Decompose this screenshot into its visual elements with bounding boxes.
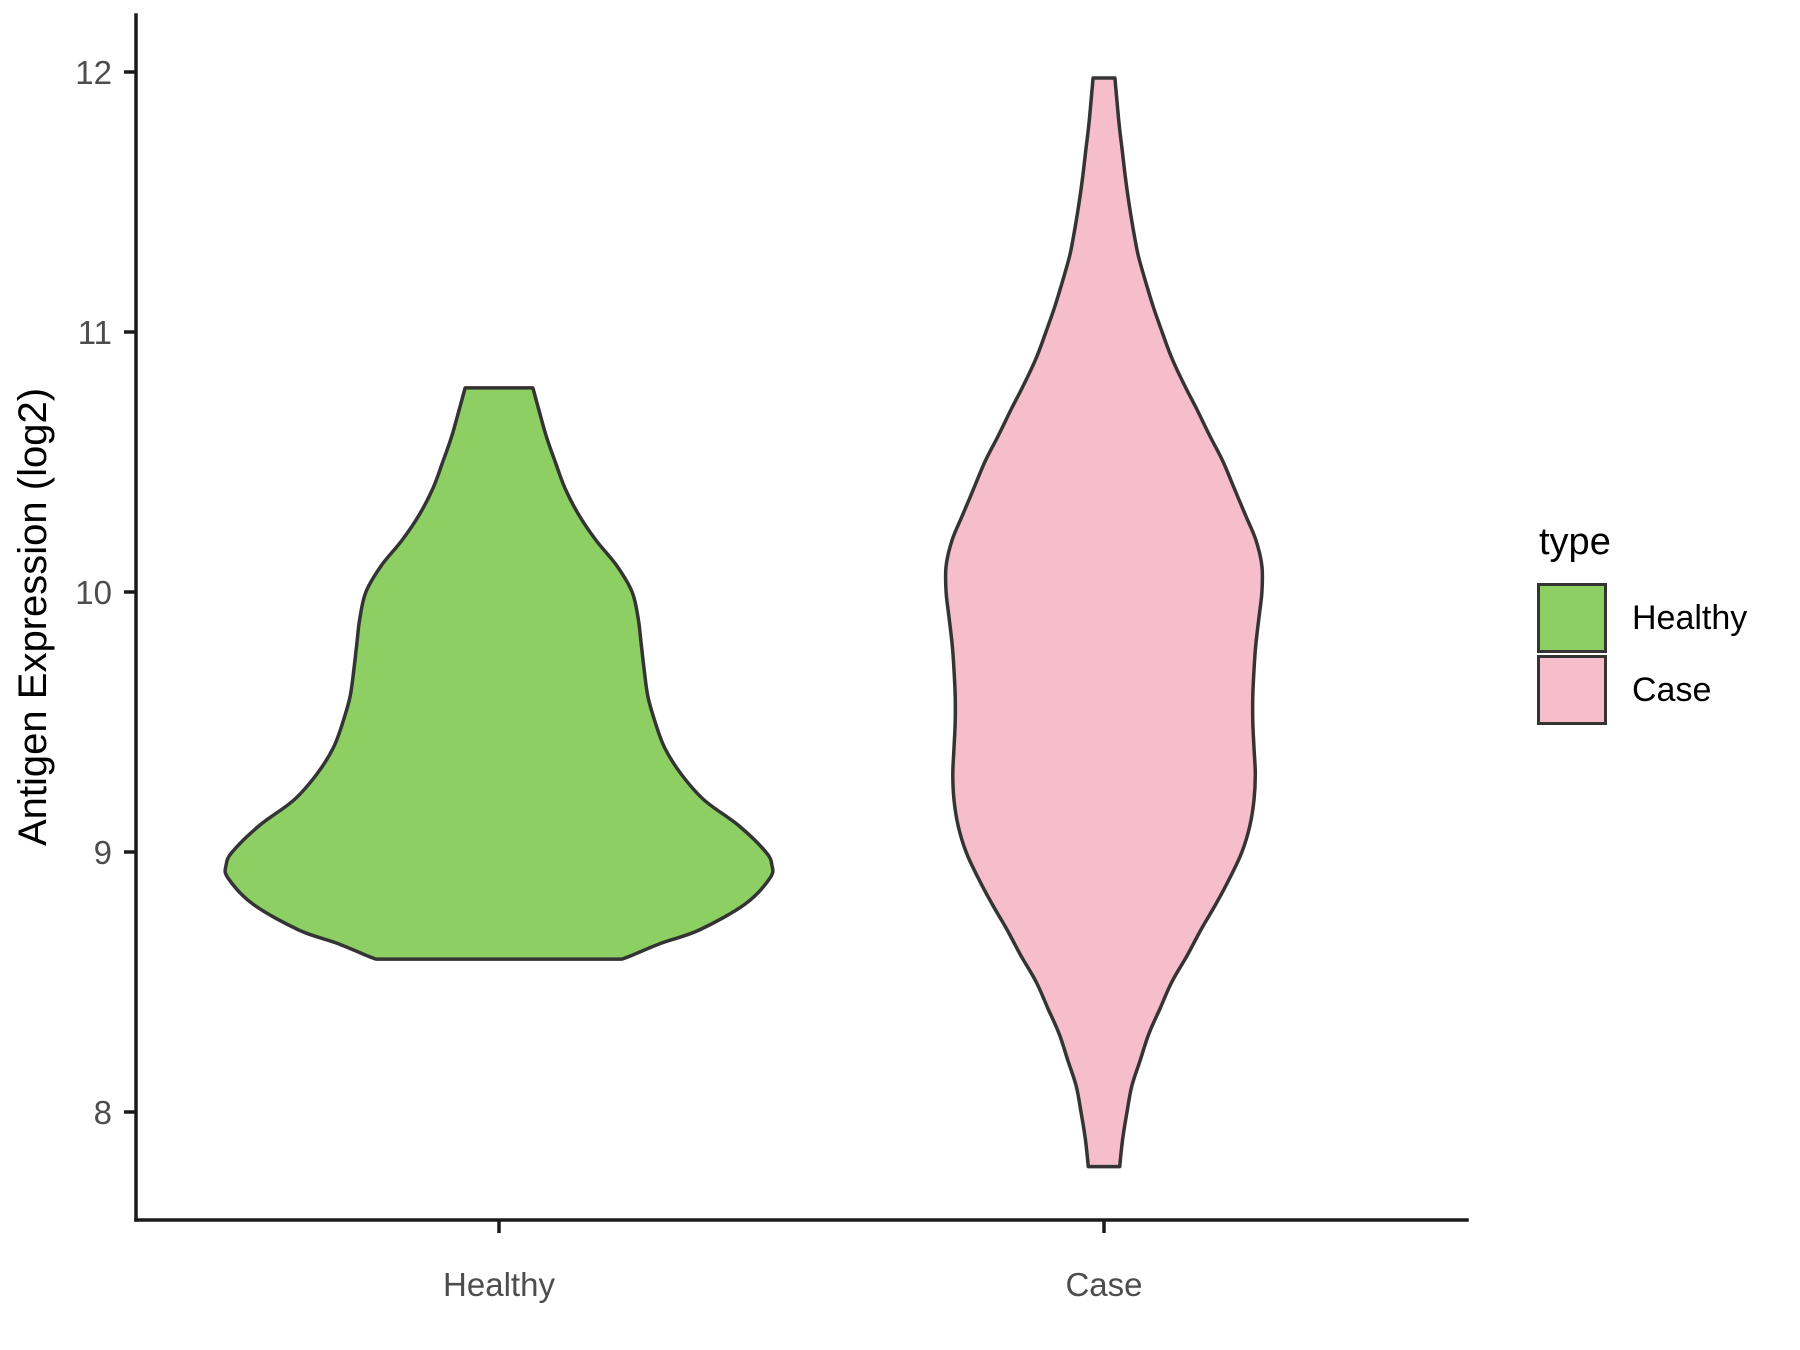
y-tick-label: 9 [94, 834, 112, 871]
legend-item-healthy: Healthy [1537, 582, 1747, 654]
legend: type Healthy Case [1537, 521, 1747, 726]
legend-item-case: Case [1537, 654, 1747, 726]
legend-title: type [1539, 521, 1611, 563]
violins-layer [223, 76, 1265, 1169]
x-tick-label-case: Case [1065, 1266, 1142, 1303]
y-tick-label: 8 [94, 1094, 112, 1131]
y-tick-label: 11 [78, 314, 112, 351]
violin-case [943, 76, 1265, 1169]
y-tick-label: 12 [75, 54, 112, 91]
legend-label-healthy: Healthy [1632, 598, 1748, 637]
axes-layer: 8 9 10 11 12 Healthy Case [75, 13, 1469, 1303]
y-tick-label: 10 [75, 574, 112, 611]
y-axis-title: Antigen Expression (log2) [11, 388, 55, 846]
x-tick-label-healthy: Healthy [443, 1266, 555, 1303]
legend-swatch-case [1537, 655, 1607, 725]
legend-swatch-healthy [1537, 583, 1607, 653]
violin-healthy [223, 386, 775, 961]
legend-label-case: Case [1632, 670, 1712, 709]
